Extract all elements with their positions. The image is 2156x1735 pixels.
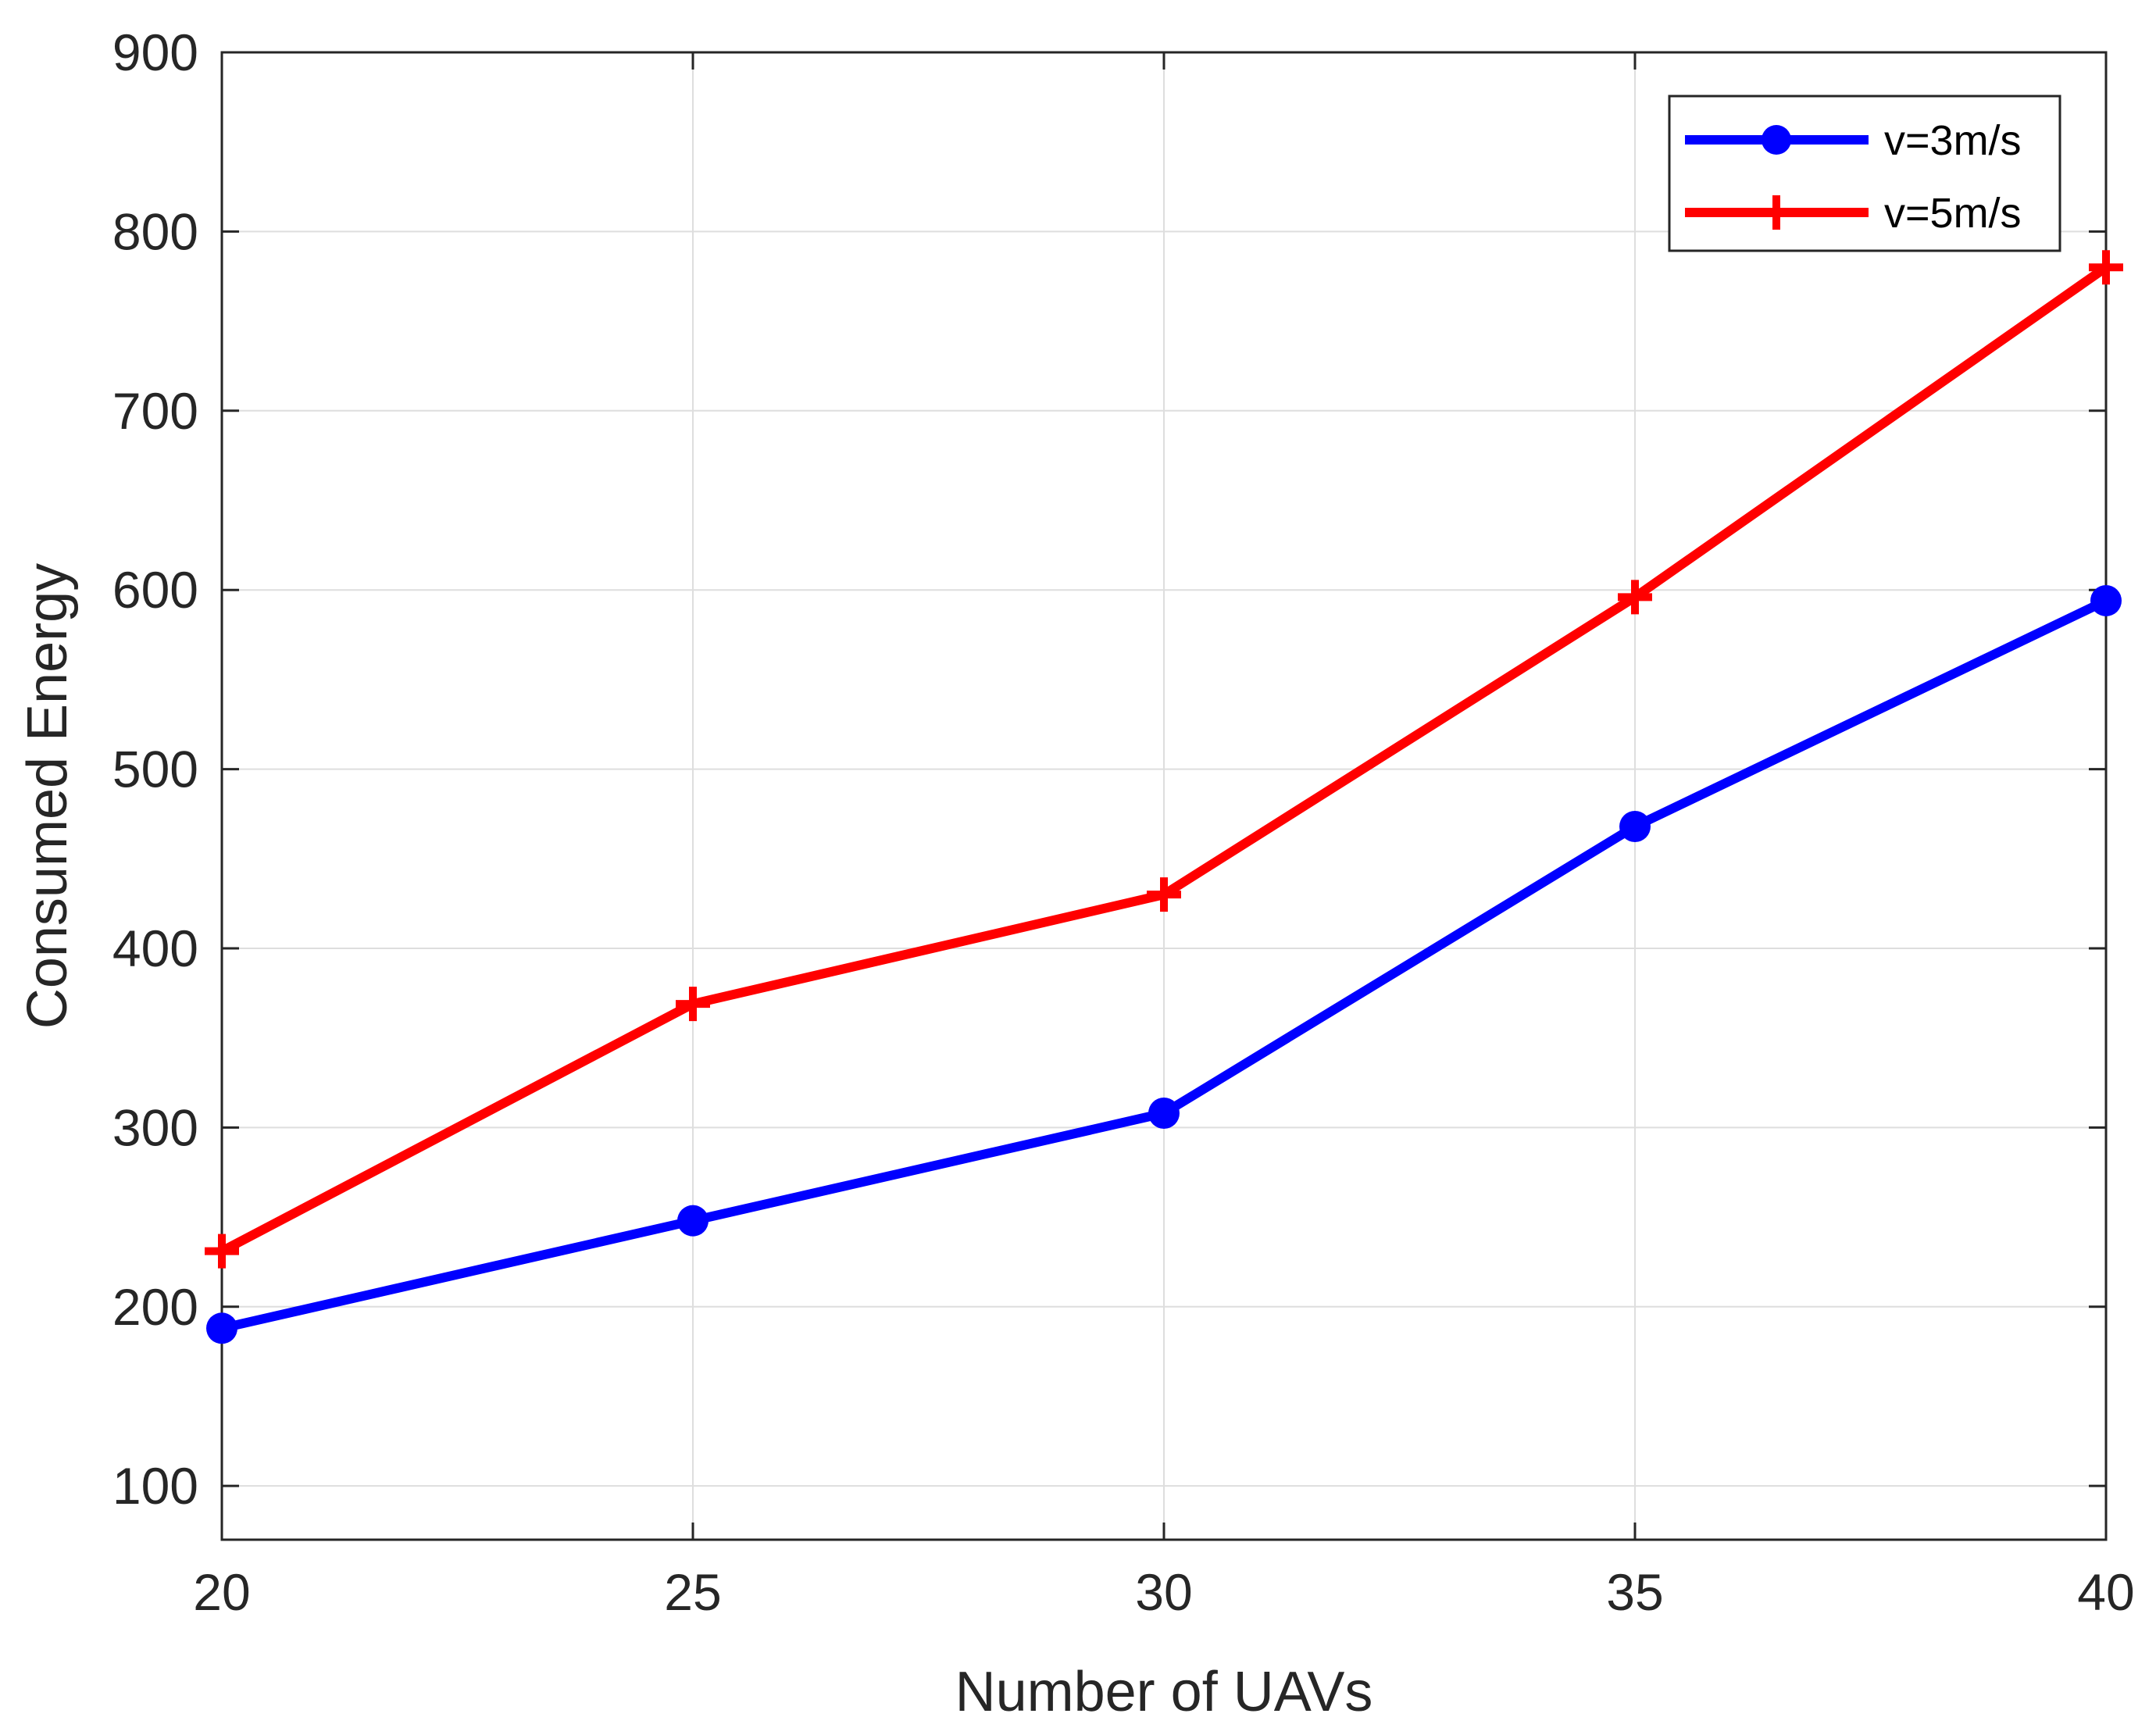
x-axis-title: Number of UAVs: [955, 1661, 1373, 1723]
y-tick-label: 500: [112, 741, 198, 798]
y-tick-label: 300: [112, 1098, 198, 1156]
data-point-v-5m-s: [1147, 877, 1181, 912]
legend-label-v3: v=3m/s: [1884, 117, 2022, 164]
series-lines: [205, 250, 2123, 1344]
data-point-v-3m-s: [1619, 810, 1651, 842]
y-tick-label: 700: [112, 382, 198, 440]
legend: v=3m/s v=5m/s: [1668, 95, 2061, 252]
data-point-v-5m-s: [2089, 250, 2123, 285]
data-point-v-5m-s: [676, 987, 710, 1022]
legend-marker-v3-circle-icon: [1762, 125, 1791, 155]
y-axis-title: Consumed Energy: [16, 563, 79, 1029]
x-tick-label: 25: [664, 1563, 721, 1621]
data-point-v-5m-s: [205, 1233, 239, 1269]
legend-box: [1668, 95, 2061, 252]
legend-label-v5: v=5m/s: [1884, 190, 2022, 237]
x-tick-label: 40: [2077, 1563, 2134, 1621]
data-point-v-3m-s: [206, 1312, 237, 1344]
y-tick-label: 100: [112, 1457, 198, 1515]
x-tick-label: 20: [193, 1563, 250, 1621]
data-point-v-3m-s: [677, 1205, 709, 1237]
y-tick-label: 600: [112, 561, 198, 619]
y-tick-label: 400: [112, 919, 198, 977]
legend-marker-v5-plus-icon: [1759, 195, 1794, 230]
plot-border: [220, 51, 2108, 1541]
data-point-v-3m-s: [1148, 1098, 1180, 1130]
y-tick-label: 200: [112, 1278, 198, 1336]
data-point-v-5m-s: [1618, 580, 1652, 615]
x-tick-label: 35: [1606, 1563, 1663, 1621]
y-tick-label: 900: [112, 23, 198, 81]
x-tick-label: 30: [1135, 1563, 1192, 1621]
tick-labels: 20 25 30 35 40 100 200 300 400 500 600 700 800 900: [112, 23, 2135, 1621]
y-tick-label: 800: [112, 202, 198, 260]
data-point-v-3m-s: [2090, 584, 2122, 616]
